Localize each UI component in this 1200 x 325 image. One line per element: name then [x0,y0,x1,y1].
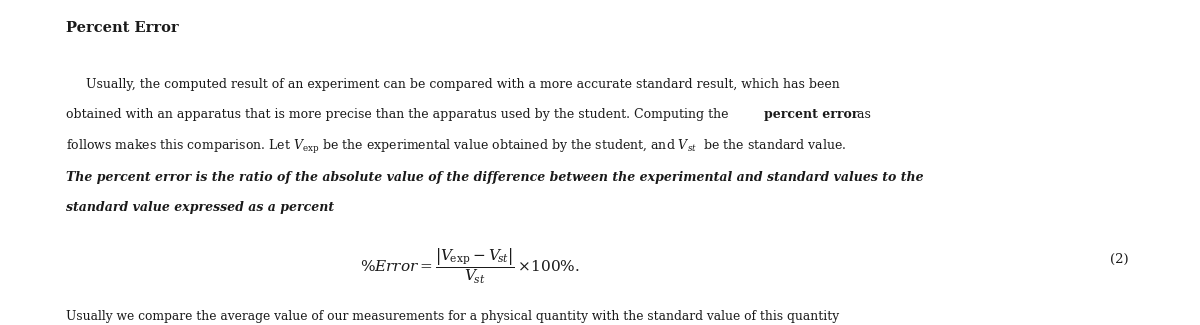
Text: Usually, the computed result of an experiment can be compared with a more accura: Usually, the computed result of an exper… [66,78,840,91]
Text: Usually we compare the average value of our measurements for a physical quantity: Usually we compare the average value of … [66,310,839,323]
Text: $\mathit{\%Error} = \dfrac{\left|V_{\!\mathrm{exp}} - V_{\!st}\right|}{V_{\!st}}: $\mathit{\%Error} = \dfrac{\left|V_{\!\m… [360,247,580,286]
Text: percent error: percent error [763,108,858,121]
Text: as: as [853,108,870,121]
Text: standard value expressed as a percent: standard value expressed as a percent [66,201,334,214]
Text: follows makes this comparison. Let $V_{\mathrm{exp}}$ be the experimental value : follows makes this comparison. Let $V_{\… [66,138,846,156]
Text: obtained with an apparatus that is more precise than the apparatus used by the s: obtained with an apparatus that is more … [66,108,732,121]
Text: Percent Error: Percent Error [66,21,179,35]
Text: (2): (2) [1110,254,1129,266]
Text: The percent error is the ratio of the absolute value of the difference between t: The percent error is the ratio of the ab… [66,171,924,184]
